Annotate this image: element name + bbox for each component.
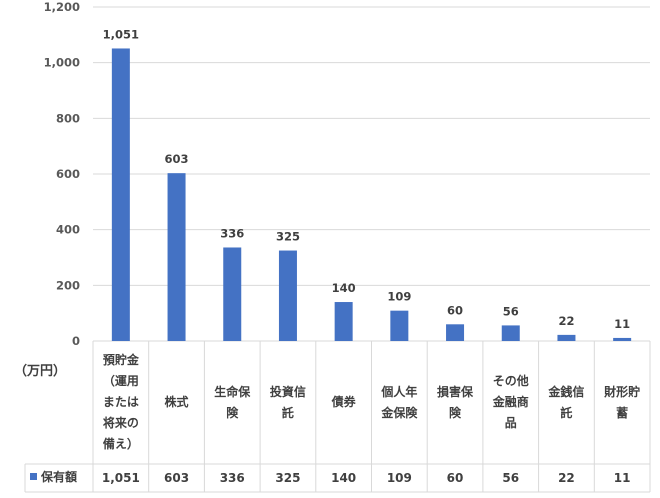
bar bbox=[111, 48, 130, 341]
legend-swatch bbox=[30, 473, 37, 480]
legend: 保有額 bbox=[30, 468, 77, 485]
legend-series-name: 保有額 bbox=[41, 470, 78, 484]
data-label: 325 bbox=[276, 230, 300, 244]
bars bbox=[111, 48, 632, 341]
data-label: 336 bbox=[220, 226, 244, 240]
bar bbox=[334, 302, 353, 341]
bar bbox=[613, 337, 632, 341]
category-label: 金銭信託 bbox=[548, 384, 585, 420]
y-tick-label: 1,200 bbox=[44, 0, 80, 14]
data-label: 60 bbox=[447, 303, 463, 317]
table-value: 603 bbox=[164, 471, 190, 485]
bar bbox=[390, 310, 409, 341]
table-value: 336 bbox=[219, 471, 245, 485]
data-label: 140 bbox=[332, 281, 356, 295]
data-label: 109 bbox=[387, 290, 411, 304]
table-value: 109 bbox=[386, 471, 412, 485]
category-label: その他金融商品 bbox=[492, 374, 529, 430]
unit-label: （万円） bbox=[14, 364, 67, 379]
y-tick-label: 800 bbox=[56, 111, 80, 125]
y-tick-label: 400 bbox=[56, 223, 80, 237]
table-value: 140 bbox=[331, 471, 357, 485]
category-label: 生命保険 bbox=[214, 384, 251, 420]
data-label: 22 bbox=[558, 314, 574, 328]
data-table-grid bbox=[24, 341, 651, 493]
table-value: 22 bbox=[558, 471, 575, 485]
table-value: 60 bbox=[446, 471, 464, 485]
category-label: 財形貯蓄 bbox=[604, 384, 641, 420]
data-labels: 1,051 603 336 325 140 109 60 56 22 11 bbox=[103, 27, 631, 330]
table-value: 56 bbox=[502, 471, 520, 485]
y-tick-label: 200 bbox=[56, 278, 80, 292]
table-value: 325 bbox=[275, 471, 301, 485]
category-label: 投資信託 bbox=[269, 384, 306, 420]
data-label: 1,051 bbox=[103, 27, 139, 41]
data-label: 56 bbox=[503, 304, 519, 318]
category-label: 個人年金保険 bbox=[381, 384, 418, 420]
bar bbox=[167, 173, 186, 341]
category-label: 株式 bbox=[164, 395, 189, 409]
bar bbox=[278, 250, 297, 341]
bar bbox=[501, 325, 520, 341]
y-tick-label: 1,000 bbox=[44, 56, 80, 70]
category-label: 債券 bbox=[331, 395, 356, 409]
y-axis-ticks: 0 200 400 600 800 1,000 1,200 bbox=[44, 0, 80, 348]
category-label: 預貯金（運用または将来の備え） bbox=[102, 353, 139, 451]
data-label: 603 bbox=[165, 152, 189, 166]
gridlines bbox=[93, 6, 650, 342]
bar bbox=[446, 324, 465, 341]
table-value: 11 bbox=[613, 471, 631, 485]
data-label: 11 bbox=[614, 317, 630, 331]
category-label: 損害保険 bbox=[437, 384, 474, 420]
bar bbox=[223, 247, 242, 341]
table-value: 1,051 bbox=[101, 471, 140, 485]
bar bbox=[557, 334, 576, 341]
y-tick-label: 0 bbox=[72, 334, 80, 348]
y-tick-label: 600 bbox=[56, 167, 80, 181]
